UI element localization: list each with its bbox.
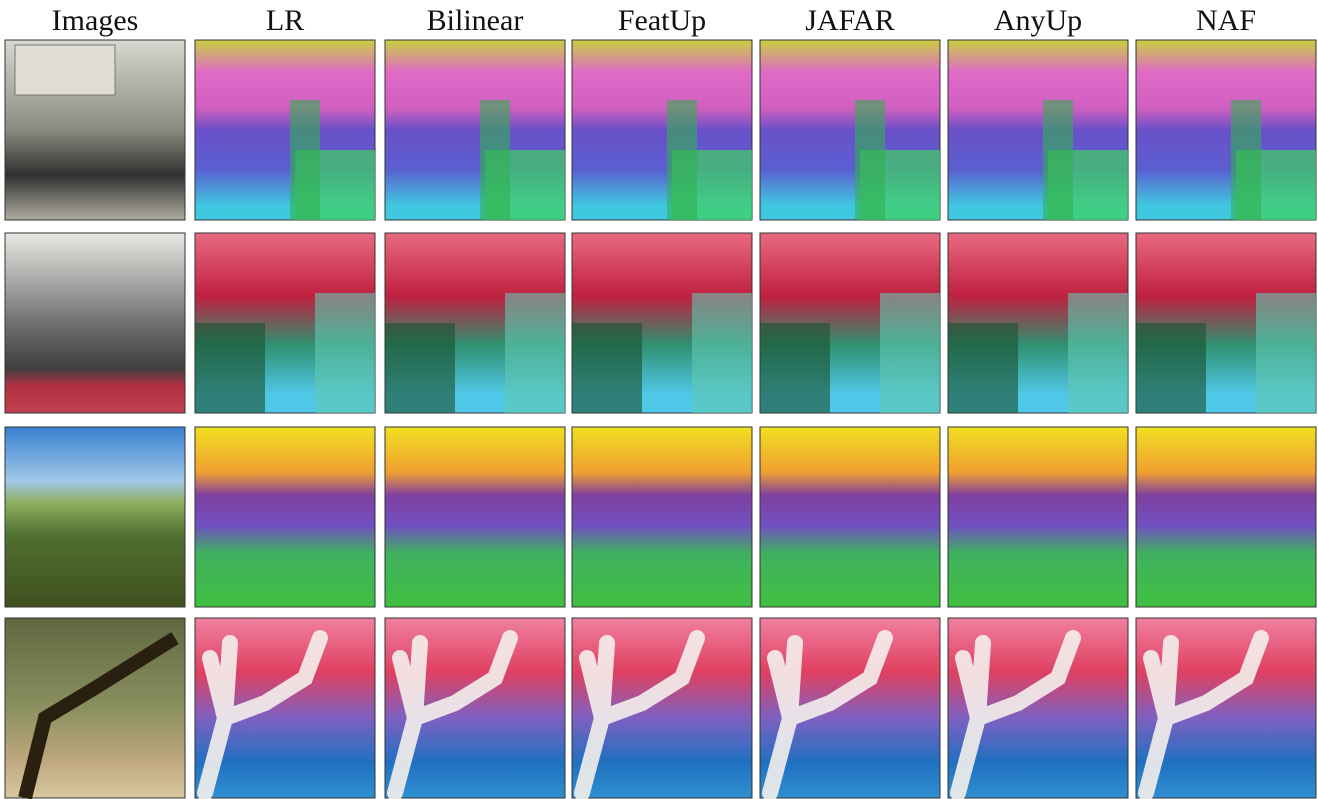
region [1256, 293, 1316, 413]
feature-map [195, 618, 375, 798]
feature-map [572, 233, 752, 413]
feature-map [948, 618, 1128, 798]
panel [760, 427, 940, 607]
panel [572, 427, 752, 607]
region [667, 100, 697, 220]
region [948, 323, 1018, 413]
feature-map [572, 427, 752, 607]
column-header: FeatUp [618, 4, 706, 37]
region [385, 323, 455, 413]
figure: Images LR Bilinear FeatUp JAFAR AnyUp NAF [0, 0, 1318, 799]
feature-map [195, 40, 375, 220]
feature-map [948, 40, 1128, 220]
column-header: LR [266, 4, 304, 37]
input-image [5, 233, 185, 413]
feature-map [572, 618, 752, 798]
feature-map [195, 233, 375, 413]
feature-map [572, 40, 752, 220]
column-header: Bilinear [427, 4, 524, 37]
feature-map [948, 233, 1128, 413]
region [855, 100, 885, 220]
region [1068, 293, 1128, 413]
feature-map [760, 427, 940, 607]
region [1136, 323, 1206, 413]
column-header: AnyUp [994, 4, 1082, 37]
panel [1136, 427, 1316, 607]
region [760, 323, 830, 413]
region [480, 100, 510, 220]
house [15, 45, 115, 95]
region [315, 293, 375, 413]
input-image [5, 40, 185, 220]
feature-map [385, 427, 565, 607]
region [1043, 100, 1073, 220]
region [692, 293, 752, 413]
column-header: NAF [1196, 4, 1256, 37]
feature-map [1136, 233, 1316, 413]
feature-map [1136, 427, 1316, 607]
region [195, 323, 265, 413]
feature-map [948, 427, 1128, 607]
feature-map [760, 40, 940, 220]
panel [5, 427, 185, 607]
column-header: JAFAR [805, 4, 894, 37]
region [1231, 100, 1261, 220]
feature-map [195, 427, 375, 607]
panel [195, 427, 375, 607]
region [290, 100, 320, 220]
feature-map [1136, 618, 1316, 798]
feature-map [385, 40, 565, 220]
panel [5, 233, 185, 413]
column-header: Images [52, 4, 139, 37]
feature-map [760, 233, 940, 413]
region [880, 293, 940, 413]
input-image [5, 427, 185, 607]
feature-map [385, 618, 565, 798]
panel [385, 427, 565, 607]
feature-map [1136, 40, 1316, 220]
panel [948, 427, 1128, 607]
feature-map [385, 233, 565, 413]
region [572, 323, 642, 413]
region [505, 293, 565, 413]
feature-map [760, 618, 940, 798]
input-image [5, 618, 185, 798]
